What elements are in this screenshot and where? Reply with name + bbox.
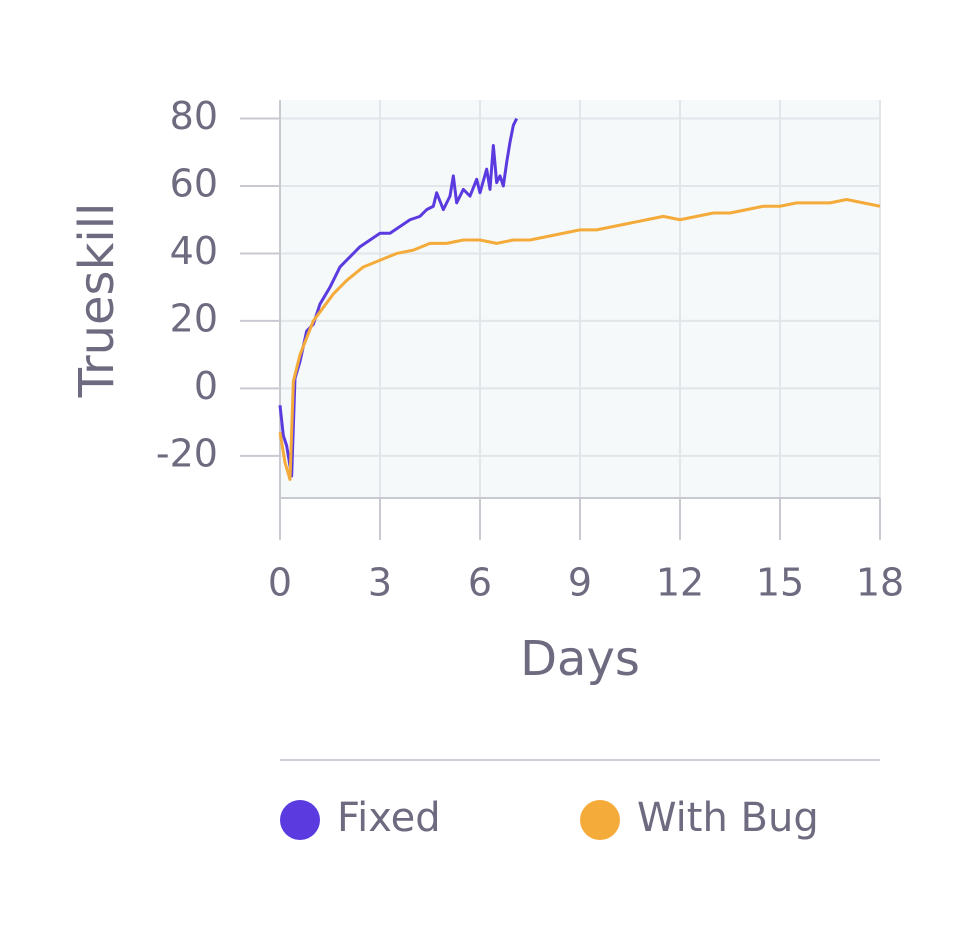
y-tick-label: -20 — [156, 431, 218, 475]
series-line — [278, 198, 881, 481]
y-axis-title: Trueskill — [69, 203, 125, 399]
x-tick-label: 9 — [568, 561, 592, 605]
x-axis-title: Days — [520, 631, 640, 687]
x-tick-label: 18 — [856, 561, 904, 605]
legend-marker — [580, 800, 620, 840]
x-tick-label: 15 — [756, 561, 804, 605]
y-tick-label: 20 — [170, 296, 218, 340]
x-tick-label: 0 — [268, 561, 292, 605]
y-tick-label: 40 — [170, 229, 218, 273]
legend-marker — [280, 800, 320, 840]
legend-label: With Bug — [637, 795, 819, 841]
legend-label: Fixed — [337, 795, 441, 841]
x-tick-label: 3 — [368, 561, 392, 605]
y-tick-label: 80 — [170, 94, 218, 138]
y-tick-label: 0 — [194, 364, 218, 408]
x-tick-label: 12 — [656, 561, 704, 605]
y-tick-label: 60 — [170, 162, 218, 206]
x-tick-label: 6 — [468, 561, 492, 605]
